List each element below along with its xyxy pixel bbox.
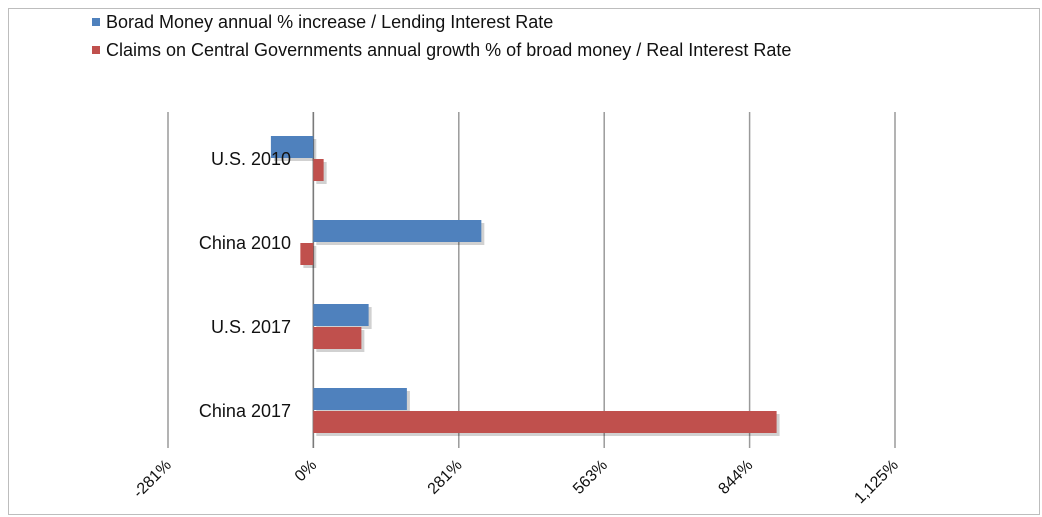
category-label: U.S. 2017 [211,317,291,337]
legend: Borad Money annual % increase / Lending … [92,8,791,64]
bar [300,243,314,265]
category-label: U.S. 2010 [211,149,291,169]
x-tick-label: 0% [292,457,320,485]
bar [270,136,314,158]
legend-swatch-series-1 [92,18,100,26]
legend-item-series-2: Claims on Central Governments annual gro… [92,36,791,64]
legend-label-series-2: Claims on Central Governments annual gro… [106,39,792,60]
bar [313,159,324,181]
category-label: China 2010 [199,233,291,253]
legend-label-series-1: Borad Money annual % increase / Lending … [106,11,554,32]
legend-item-series-1: Borad Money annual % increase / Lending … [92,8,791,36]
bar [313,220,482,242]
x-tick-label: 563% [570,457,611,498]
bar [313,304,369,326]
x-tick-label: 1,125% [851,457,901,507]
chart-border [8,8,1040,515]
x-tick-label: 844% [715,457,756,498]
legend-swatch-series-2 [92,46,100,54]
bar [313,411,777,433]
x-tick-label: 281% [425,457,466,498]
category-label: China 2017 [199,401,291,421]
x-tick-label: -281% [130,457,175,502]
bar [313,327,362,349]
bar [313,388,407,410]
